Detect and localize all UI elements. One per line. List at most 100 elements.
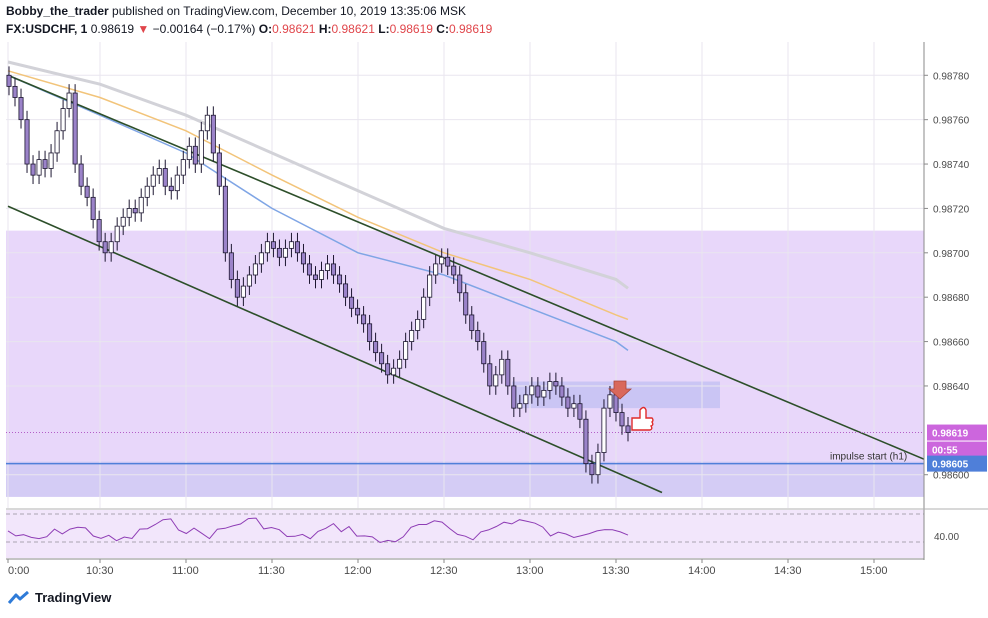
price-tick-label: 0.98720 [933,204,970,215]
lower-zone[interactable] [6,461,924,497]
candle-body [571,403,577,409]
candles-layer [6,66,631,484]
candle-body [204,114,210,132]
candle-body [24,119,30,165]
price-tick-label: 0.98640 [933,382,970,393]
high-label: H: [318,22,332,36]
open-value: 0.98621 [272,22,316,36]
candle-body [505,358,511,387]
candle-body [60,108,66,132]
candle-body [282,247,288,258]
candle-body [487,363,493,387]
candle-body [541,389,547,398]
candle-body [595,452,601,476]
time-tick-label: 14:30 [774,565,802,577]
close-label: C: [436,22,449,36]
candle-body [391,367,397,376]
candle-body [126,208,132,218]
candle-body [264,241,270,254]
candle-body [132,208,138,214]
candle-body [240,285,246,298]
high-value: 0.98621 [331,22,375,36]
candle-body [517,403,523,409]
candle-body [30,163,36,176]
candle-body [312,274,318,280]
tradingview-footer[interactable]: TradingView [8,590,111,605]
current-price-tag: 0.98619 [932,429,969,440]
candle-body [577,403,583,420]
candle-body [529,385,535,396]
candle-body [90,196,96,220]
thumbs-up-icon [631,406,654,431]
time-tick-label: 13:30 [602,565,630,577]
ma-orange-line [7,70,629,321]
price-tick-label: 0.98660 [933,338,970,349]
candle-body [331,263,337,276]
candle-body [36,159,42,176]
candle-body [114,225,120,243]
channel-lower-line[interactable] [7,205,663,494]
countdown-tag: 00:55 [932,446,958,457]
candle-body [373,341,379,354]
candle-body [565,396,571,409]
ma-blue-line [7,74,629,352]
candle-body [198,130,204,165]
oscillator-line [7,517,629,544]
candle-body [433,263,439,276]
candle-body [511,385,517,409]
candle-body [180,159,186,176]
candle-body [439,256,445,265]
candle-body [499,358,505,376]
current-price-tag-bg [927,424,987,441]
candle-body [300,252,306,265]
down-triangle-icon: ▼ [137,22,150,36]
candle-body [589,463,595,476]
candle-body [174,174,180,192]
candle-body [144,185,150,198]
publish-header: Bobby_the_trader published on TradingVie… [6,4,466,18]
author-name[interactable]: Bobby_the_trader [6,4,109,18]
candle-body [397,358,403,369]
moving-averages-layer [7,60,629,352]
candle-body [138,196,144,214]
candle-body [559,385,565,398]
candle-body [108,241,114,254]
countdown-tag-bg [927,441,987,458]
time-tick-label: 11:30 [258,565,285,577]
low-label: L: [378,22,390,36]
candle-body [96,219,102,243]
candle-body [48,152,54,169]
markers-layer [607,380,654,431]
candle-body [18,97,24,121]
time-tick-label: 11:00 [172,565,199,577]
candle-body [294,241,300,254]
candle-body [228,252,234,280]
candle-body [84,185,90,198]
candle-body [186,145,192,161]
time-axis[interactable]: 0:00 10:30 11:00 11:30 12:00 12:30 13:00 13:30 1… [7,559,888,577]
oscillator-level-label: 40.00 [934,532,959,543]
candle-body [162,168,168,187]
candle-body [252,263,258,276]
price-axis[interactable]: 0.98780 0.98760 0.98740 0.98720 0.98700 0.986… [924,71,970,482]
channel-upper-line[interactable] [7,74,925,460]
candle-body [210,114,216,154]
candle-body [421,296,427,320]
candle-body [409,330,415,342]
channel-layer[interactable]: impulse start (h1) [6,74,925,494]
candle-body [463,292,469,316]
candle-body [361,314,367,325]
candle-body [66,92,72,109]
tradingview-logo-icon [8,590,29,604]
candle-body [337,274,343,285]
symbol-label: FX:USDCHF, 1 [6,22,88,36]
upper-zone[interactable] [6,230,924,462]
time-tick-label: 15:00 [860,565,888,577]
oscillator-pane[interactable]: 40.00 [6,510,959,558]
candle-body [156,168,162,176]
publish-info: published on TradingView.com, December 1… [112,4,467,18]
price-tick-label: 0.98740 [933,160,970,171]
candle-body [306,263,312,276]
candle-body [168,185,174,192]
